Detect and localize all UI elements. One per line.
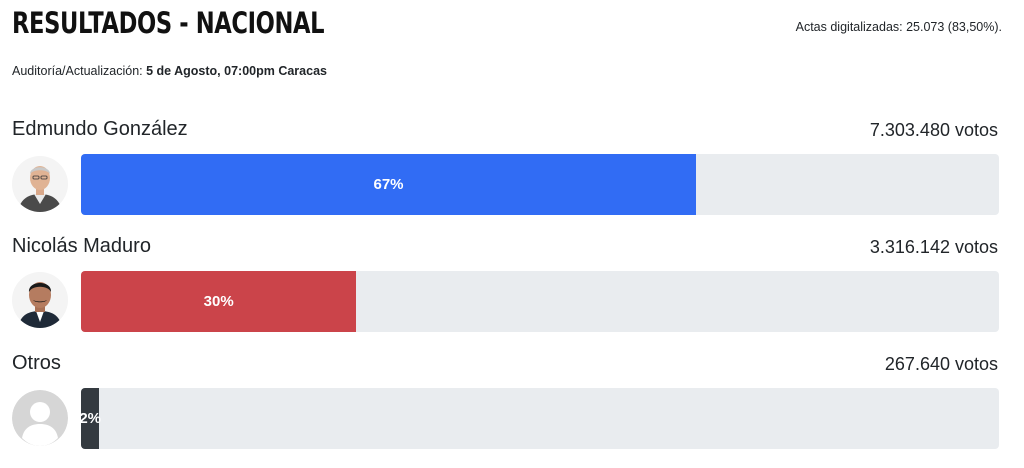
progress-bar-gonzalez: 67% bbox=[81, 154, 697, 215]
candidate-name-gonzalez: Edmundo González bbox=[12, 118, 188, 140]
percent-label-otros: 2% bbox=[81, 410, 102, 427]
avatar-maduro bbox=[12, 272, 68, 328]
progress-bar-maduro: 30% bbox=[81, 271, 357, 332]
percent-label-maduro: 30% bbox=[203, 293, 234, 310]
progress-bar-otros: 2% bbox=[81, 388, 102, 449]
audit-update: Auditoría/Actualización: 5 de Agosto, 07… bbox=[12, 64, 327, 78]
page-title: RESULTADOS - NACIONAL bbox=[12, 6, 325, 40]
progress-track-gonzalez: 67% bbox=[81, 154, 999, 215]
avatar-placeholder-icon bbox=[12, 390, 68, 446]
audit-value: 5 de Agosto, 07:00pm Caracas bbox=[146, 64, 327, 78]
progress-track-maduro: 30% bbox=[81, 271, 999, 332]
actas-status: Actas digitalizadas: 25.073 (83,50%). bbox=[795, 20, 1002, 34]
avatar-gonzalez bbox=[12, 156, 68, 212]
progress-track-otros: 2% bbox=[81, 388, 999, 449]
candidate-votes-gonzalez: 7.303.480 votos bbox=[869, 120, 998, 140]
candidate-votes-maduro: 3.316.142 votos bbox=[869, 237, 998, 257]
candidate-name-otros: Otros bbox=[12, 352, 61, 374]
candidate-votes-otros: 267.640 votos bbox=[884, 354, 998, 374]
percent-label-gonzalez: 67% bbox=[373, 176, 404, 193]
candidate-name-maduro: Nicolás Maduro bbox=[12, 235, 151, 257]
audit-label: Auditoría/Actualización: bbox=[12, 64, 147, 78]
